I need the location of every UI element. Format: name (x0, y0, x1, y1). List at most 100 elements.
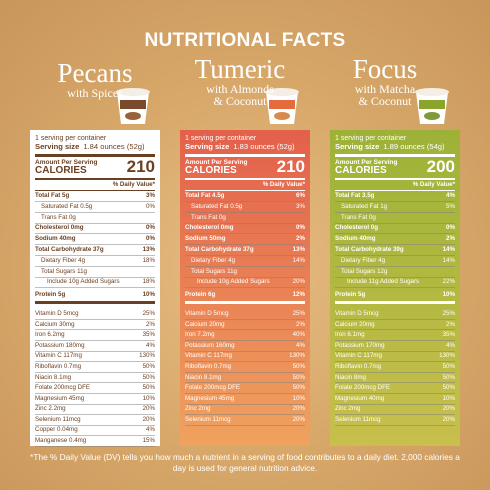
nutrient-label: Sodium 40mg (35, 235, 76, 243)
vitamin-row: Folate 200mcg DFE 50% (335, 383, 455, 395)
cup-focus (415, 88, 449, 124)
serving-size: 1.89 ounces (54g) (383, 142, 445, 151)
nutrient-row: Protein 6g 12% (185, 288, 305, 305)
nutrition-panel: 1 serving per container Serving size 1.84 … (30, 130, 160, 447)
vitamin-row: Vitamin D 5mcg 25% (35, 309, 155, 320)
nutrient-row: Saturated Fat 1g 5% (335, 202, 455, 213)
nutrient-label: Cholesterol 0mg (185, 224, 234, 232)
daily-value: 2% (296, 320, 305, 328)
nutrient-label: Protein 6g (185, 290, 216, 298)
daily-value: 14% (442, 246, 455, 254)
nutrient-row: Total Fat 3.5g 4% (335, 191, 455, 203)
nutrient-label: Niacin 8.1mg (185, 373, 222, 381)
nutrient-label: Calcium 20mg (335, 320, 375, 328)
nutrient-label: Dietary Fiber 4g (41, 256, 86, 264)
nutrient-label: Riboflavin 0.7mg (35, 362, 82, 370)
nutrient-label: Vitamin C 117mg (185, 352, 232, 360)
nutrient-label: Calcium 20mg (185, 320, 225, 328)
nutrient-row: Saturated Fat 0.5g 0% (35, 202, 155, 213)
daily-value: 25% (142, 309, 155, 317)
nutrient-label: Folate 200mcg DFE (335, 384, 391, 392)
product-name: Focus (352, 54, 418, 84)
daily-value: 130% (289, 352, 305, 360)
vitamin-row: Iron 7.2mg 40% (185, 330, 305, 342)
dv-header: % Daily Value* (185, 180, 305, 192)
nutrient-label: Manganese 0.4mg (35, 437, 87, 445)
vitamin-row: Copper 0.04mg 4% (35, 426, 155, 437)
nutrient-label: Vitamin D 5mcg (35, 309, 79, 317)
amount-label: Amount Per Serving (35, 158, 98, 166)
nutrient-row: Include 10g Added Sugars 20% (185, 278, 305, 289)
vitamin-row: Riboflavin 0.7mg 50% (185, 362, 305, 373)
vitamin-row: Vitamin C 117mg 130% (35, 352, 155, 363)
daily-value: 130% (439, 352, 455, 360)
vitamin-row: Calcium 20mg 2% (185, 320, 305, 331)
product-name: Tumeric (194, 54, 286, 84)
product-name-block: Focus with Matcha & Coconut (330, 54, 440, 108)
daily-value: 12% (292, 290, 305, 298)
daily-value: 4% (146, 426, 155, 434)
title: NUTRITIONAL FACTS (144, 30, 346, 51)
calories-value: 210 (126, 157, 155, 177)
vitamin-row: Folate 200mcg DFE 50% (35, 383, 155, 395)
daily-value: 40% (292, 331, 305, 339)
vitamin-row: Niacin 8mg 50% (335, 373, 455, 384)
daily-value: 5% (446, 202, 455, 210)
nutrient-label: Total Sugars 11g (191, 267, 237, 275)
daily-value: 50% (442, 373, 455, 381)
vitamin-row: Calcium 20mg 2% (335, 320, 455, 331)
nutrient-label: Copper 0.04mg (35, 426, 78, 434)
daily-value: 20% (442, 415, 455, 423)
daily-value: 14% (442, 256, 455, 264)
vitamin-row: Niacin 8.1mg 50% (35, 373, 155, 384)
nutrient-row: Saturated Fat 0.5g 3% (185, 202, 305, 213)
nutrient-label: Niacin 8mg (335, 373, 366, 381)
nutrient-label: Calcium 30mg (35, 320, 75, 328)
amount-label: Amount Per Serving (335, 158, 398, 166)
nutrient-row: Trans Fat 0g (185, 213, 305, 224)
vitamin-row: Riboflavin 0.7mg 50% (35, 362, 155, 373)
nutrient-label: Trans Fat 0g (341, 213, 376, 221)
product-subtitle: with Matcha (354, 82, 416, 96)
daily-value: 10% (142, 290, 155, 298)
daily-value: 0% (146, 235, 155, 243)
daily-value: 22% (442, 278, 455, 286)
daily-value: 15% (142, 437, 155, 445)
nutrient-row: Total Sugars 11g (185, 267, 305, 278)
daily-value: 10% (442, 290, 455, 298)
nutrient-row: Cholesterol 0mg 0% (185, 224, 305, 235)
daily-value: 50% (292, 373, 305, 381)
daily-value: 6% (296, 192, 305, 200)
serving-label: Serving size (335, 142, 380, 151)
daily-value: 20% (142, 415, 155, 423)
serving-label: Serving size (185, 142, 230, 151)
daily-value: 20% (292, 405, 305, 413)
nutrient-label: Sodium 40mg (335, 235, 376, 243)
nutrient-row: Total Carbohydrate 37g 13% (185, 245, 305, 257)
daily-value: 0% (446, 224, 455, 232)
nutrient-label: Total Carbohydrate 39g (335, 246, 404, 254)
daily-value: 4% (446, 192, 455, 200)
nutrient-label: Niacin 8.1mg (35, 373, 72, 381)
vitamin-row: Zinc 2.2mg 20% (35, 405, 155, 416)
daily-value: 3% (146, 192, 155, 200)
vitamin-row: Magnesium 40mg 10% (335, 394, 455, 405)
nutrition-panel: 1 serving per container Serving size 1.89 … (330, 130, 460, 446)
daily-value: 2% (446, 320, 455, 328)
serving-row: Serving size 1.84 ounces (52g) (35, 143, 155, 157)
calories-label: CALORIES (335, 165, 387, 177)
serving-size: 1.84 ounces (52g) (83, 142, 145, 151)
vitamin-row: Vitamin D 5mcg 25% (335, 309, 455, 320)
nutrient-label: Cholesterol 0g (335, 224, 378, 232)
nutrient-label: Saturated Fat 0.5g (41, 202, 93, 210)
vitamin-row: Potassium 170mg 4% (335, 341, 455, 352)
product-subtitle: with Almonds (206, 82, 274, 96)
vitamin-row: Selenium 11mcg 20% (185, 415, 305, 426)
nutrient-label: Zinc 2mg (335, 405, 361, 413)
daily-value: 2% (146, 320, 155, 328)
vitamin-row: Iron 6.2mg 35% (35, 330, 155, 342)
serving-label: Serving size (35, 142, 80, 151)
calories-value: 200 (426, 157, 455, 177)
daily-value: 14% (292, 256, 305, 264)
vitamin-row: Potassium 160mg 4% (185, 341, 305, 352)
